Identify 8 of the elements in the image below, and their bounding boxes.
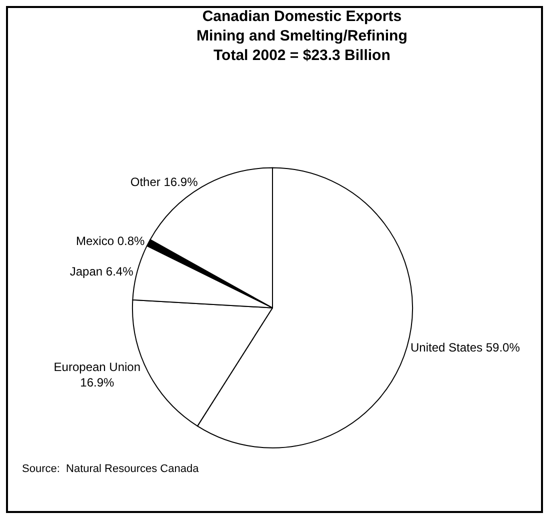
slice-label: Other 16.9%	[130, 174, 198, 189]
slice-label: United States 59.0%	[410, 340, 520, 354]
slice-label: European Union	[54, 360, 141, 374]
data-label: 16.9%	[80, 376, 114, 390]
source-note: Source: Natural Resources Canada	[22, 463, 200, 475]
chart-title: Canadian Domestic Exports Mining and Smelting/Refining Total 2002 = $23.3 Billion	[196, 8, 408, 64]
slice-label: Japan 6.4%	[70, 264, 134, 279]
slice-label: Mexico 0.8%	[76, 234, 146, 248]
